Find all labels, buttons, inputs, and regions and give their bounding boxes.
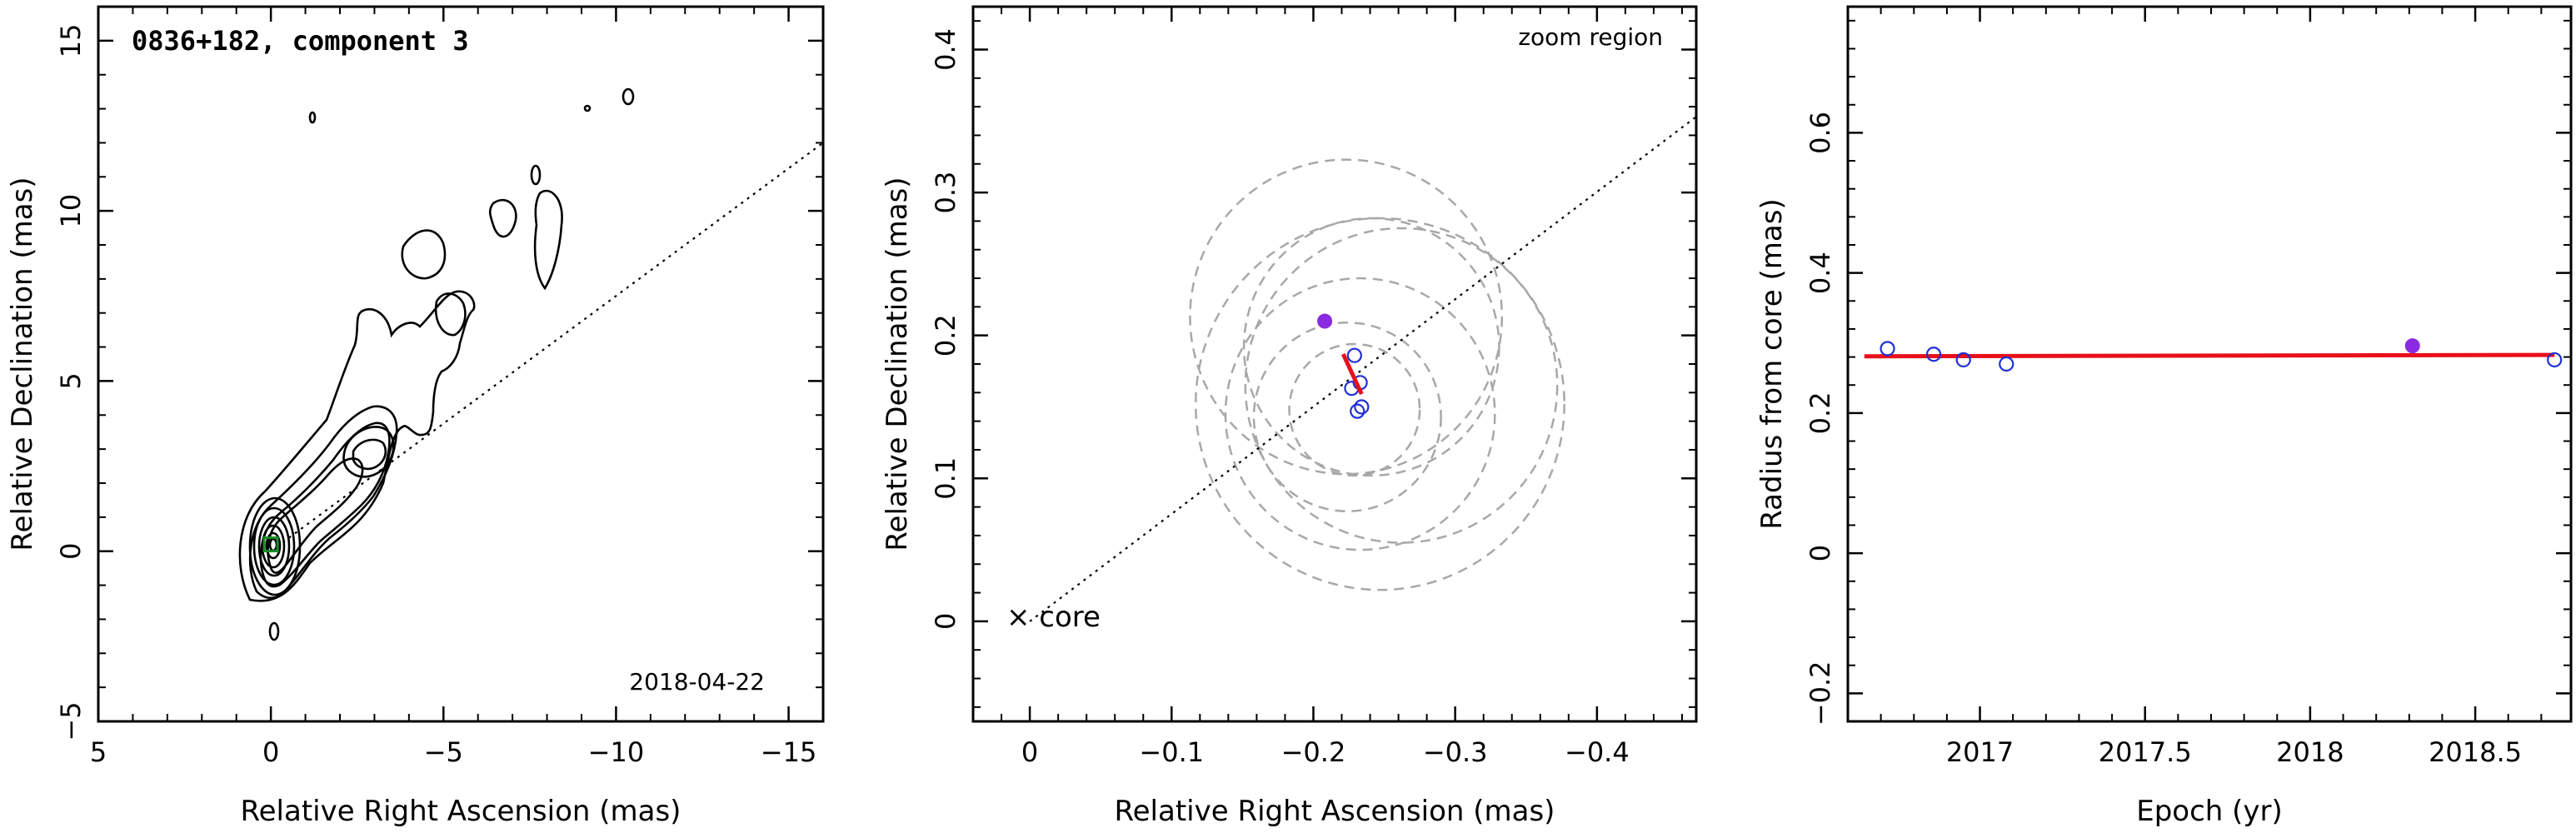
contour-core <box>268 537 278 552</box>
radius-xtick-label: 2017 <box>1946 736 2014 768</box>
zoom-epoch-point <box>1350 403 1365 419</box>
zoom-ylabel: Relative Declination (mas) <box>881 177 914 551</box>
zoom-xtick-label: −0.2 <box>1281 736 1346 768</box>
map-jet-direction-line <box>270 142 824 552</box>
zoom-xtick-label: −0.1 <box>1139 736 1204 768</box>
map-contours <box>238 87 635 641</box>
radius-ytick-label: 0.6 <box>1805 112 1836 154</box>
radius-ylabel: Radius from core (mas) <box>1755 198 1789 529</box>
contour-outer <box>238 290 476 602</box>
contour-core <box>261 524 286 569</box>
map-date-label: 2018-04-22 <box>629 668 765 696</box>
map-ytick-label: −5 <box>55 701 87 741</box>
radius-epoch-point <box>1880 341 1895 357</box>
map-core-component-marker <box>262 536 279 553</box>
panel-zoom: 0 −0.1 −0.2 −0.3 −0.4 0 0.1 0.2 0.3 0.4 zoom regi… <box>881 5 1698 828</box>
contour-island <box>583 104 592 112</box>
contour-outer <box>434 292 467 337</box>
radius-ticks: 2017 2017.5 2018 2018.5 −0.2 0 0.2 0.4 0.6 <box>1805 7 2571 768</box>
zoom-epoch-point <box>1354 399 1370 415</box>
panel-radius: 2017 2017.5 2018 2018.5 −0.2 0 0.2 0.4 0.6 Epoch… <box>1755 5 2573 828</box>
contour-island <box>308 111 317 124</box>
zoom-xtick-label: −0.4 <box>1565 736 1630 768</box>
zoom-beam-circle <box>1244 227 1559 544</box>
contour-island <box>268 621 280 641</box>
contour-core <box>257 516 291 577</box>
zoom-beam-circle <box>1288 342 1421 477</box>
zoom-xtick-label: 0 <box>1021 736 1038 768</box>
radius-epoch-points <box>1880 341 2563 372</box>
radius-xtick-label: 2017.5 <box>2099 736 2192 768</box>
radius-fit-line <box>1864 352 2555 359</box>
contour-core <box>265 531 282 560</box>
radius-ytick-label: 0 <box>1805 545 1836 561</box>
zoom-beam-circle <box>1189 158 1504 476</box>
contour-core <box>252 506 296 586</box>
zoom-beam-circle <box>1242 217 1500 477</box>
zoom-jet-direction-line <box>1029 116 1697 622</box>
radius-epoch-point <box>2547 352 2563 368</box>
zoom-ytick-label: 0.2 <box>930 314 961 357</box>
map-xtick-label: 0 <box>262 736 279 768</box>
contour-island <box>622 87 635 106</box>
map-title: 0836+182, component 3 <box>132 25 469 57</box>
contour-level <box>352 438 387 471</box>
radius-ytick-label: 0.2 <box>1805 392 1836 434</box>
zoom-ytick-label: 0.3 <box>930 172 961 214</box>
zoom-epoch-point <box>1346 347 1362 363</box>
zoom-highlighted-point <box>1317 313 1333 329</box>
contour-island <box>533 189 563 291</box>
map-ytick-label: 10 <box>55 194 87 228</box>
contour-island <box>488 198 517 238</box>
radius-epoch-point <box>1925 347 1942 362</box>
contour-island <box>530 164 542 186</box>
radius-ytick-label: 0.4 <box>1805 252 1836 294</box>
zoom-xtick-label: −0.3 <box>1423 736 1488 768</box>
map-ylabel: Relative Declination (mas) <box>6 177 39 551</box>
radius-frame <box>1846 5 2573 723</box>
radius-ytick-label: −0.2 <box>1805 661 1836 726</box>
radius-epoch-point <box>1999 356 2014 372</box>
contour-core <box>248 496 302 596</box>
panel-map: 5 0 −5 −10 −15 −5 0 5 10 15 <box>6 5 825 828</box>
zoom-beam-circle <box>1252 321 1442 512</box>
zoom-xlabel: Relative Right Ascension (mas) <box>1115 795 1555 828</box>
zoom-ytick-label: 0.4 <box>930 28 961 71</box>
zoom-beam-circle <box>1224 277 1496 551</box>
map-ticks: 5 0 −5 −10 −15 −5 0 5 10 15 <box>55 6 824 768</box>
radius-xtick-label: 2018.5 <box>2429 736 2522 768</box>
contour-island <box>401 229 447 280</box>
zoom-ytick-label: 0.1 <box>930 457 961 500</box>
zoom-core-label: × core <box>1006 601 1101 634</box>
radius-highlighted-point <box>2404 338 2420 354</box>
zoom-ytick-label: 0 <box>930 613 961 630</box>
map-xtick-label: −10 <box>588 736 645 768</box>
zoom-beam-circle <box>1194 217 1565 591</box>
map-ytick-label: 0 <box>55 543 87 560</box>
radius-epoch-point <box>1955 352 1971 368</box>
radius-xlabel: Epoch (yr) <box>2136 795 2283 828</box>
map-ytick-label: 15 <box>55 23 87 57</box>
map-frame <box>97 5 825 723</box>
contour-level <box>342 426 395 478</box>
map-ytick-label: 5 <box>55 372 87 389</box>
map-xlabel: Relative Right Ascension (mas) <box>241 795 681 828</box>
zoom-epoch-points <box>1344 347 1370 419</box>
zoom-ticks: 0 −0.1 −0.2 −0.3 −0.4 0 0.1 0.2 0.3 0.4 <box>930 7 1696 768</box>
map-xtick-label: −15 <box>761 736 817 768</box>
zoom-annotation: zoom region <box>1518 23 1663 51</box>
map-xtick-label: 5 <box>90 736 107 768</box>
map-xtick-label: −5 <box>424 736 463 768</box>
zoom-velocity-vector <box>1340 352 1364 396</box>
zoom-beam-circles <box>1189 158 1565 591</box>
radius-xtick-label: 2018 <box>2276 736 2344 768</box>
